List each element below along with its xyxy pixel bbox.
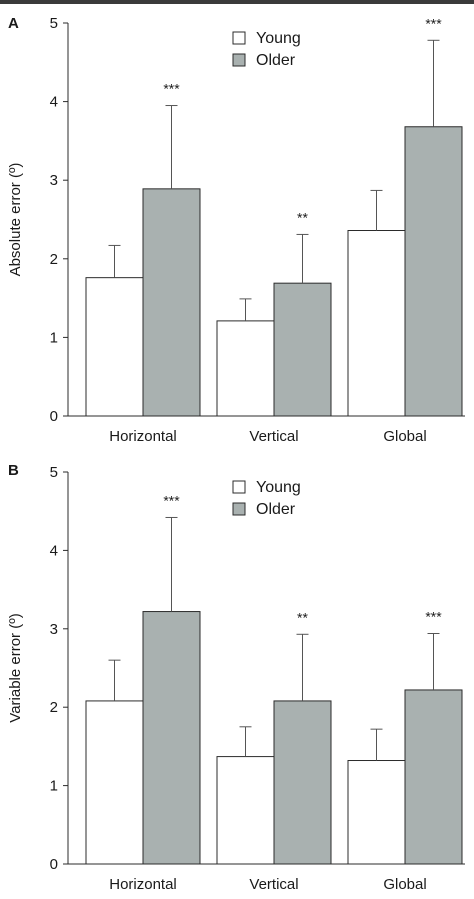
- y-tick-label: 3: [50, 172, 58, 189]
- y-tick-label: 3: [50, 621, 58, 638]
- x-tick-label: Global: [383, 428, 426, 445]
- significance-label: ***: [163, 81, 180, 97]
- legend-label-older: Older: [256, 52, 296, 69]
- y-tick-label: 5: [50, 464, 58, 481]
- bar-older-horizontal: [142, 188, 201, 417]
- x-tick-label: Global: [383, 876, 426, 893]
- panel-letter: A: [8, 15, 19, 32]
- legend-label-older: Older: [256, 501, 296, 518]
- bar-young-global: [347, 230, 406, 417]
- legend-swatch-young: [232, 31, 246, 45]
- top-rule: [0, 0, 474, 4]
- y-tick-label: 1: [50, 778, 58, 795]
- x-tick-label: Vertical: [249, 428, 298, 445]
- x-tick-label: Vertical: [249, 876, 298, 893]
- x-tick-label: Horizontal: [109, 876, 177, 893]
- bar-young-global: [347, 760, 406, 865]
- significance-label: ***: [425, 15, 442, 31]
- y-tick-label: 0: [50, 408, 58, 425]
- legend: Young Older: [232, 30, 301, 69]
- bar-young-horizontal: [85, 277, 144, 417]
- legend-label-young: Young: [256, 30, 301, 47]
- legend-label-young: Young: [256, 479, 301, 496]
- legend: Young Older: [232, 479, 301, 518]
- bar-older-vertical: [273, 700, 332, 865]
- y-tick-label: 2: [50, 699, 58, 716]
- significance-label: **: [297, 209, 308, 225]
- y-tick-label: 1: [50, 329, 58, 346]
- bar-older-global: [404, 689, 463, 865]
- chart-panel-a: A 0 1 2 3 4 5 Absolute error (º) *** Horizontal **…: [7, 15, 465, 445]
- bar-older-vertical: [273, 282, 332, 417]
- chart-panel-b: B 0 1 2 3 4 5 Variable error (º) *** Horizontal **…: [7, 462, 465, 893]
- y-tick-label: 0: [50, 856, 58, 873]
- bar-older-horizontal: [142, 611, 201, 865]
- y-tick-label: 2: [50, 251, 58, 268]
- panel-letter: B: [8, 462, 19, 479]
- legend-swatch-older: [232, 502, 246, 516]
- y-axis-label: Absolute error (º): [7, 163, 24, 277]
- legend-swatch-young: [232, 480, 246, 494]
- y-tick-label: 4: [50, 542, 58, 559]
- bar-young-horizontal: [85, 700, 144, 865]
- bar-young-vertical: [216, 756, 275, 865]
- significance-label: ***: [425, 609, 442, 625]
- y-axis-label: Variable error (º): [7, 613, 24, 722]
- significance-label: ***: [163, 492, 180, 508]
- x-tick-label: Horizontal: [109, 428, 177, 445]
- legend-swatch-older: [232, 53, 246, 67]
- bar-young-vertical: [216, 320, 275, 417]
- bar-older-global: [404, 126, 463, 417]
- y-tick-label: 5: [50, 15, 58, 32]
- y-tick-label: 4: [50, 94, 58, 111]
- significance-label: **: [297, 609, 308, 625]
